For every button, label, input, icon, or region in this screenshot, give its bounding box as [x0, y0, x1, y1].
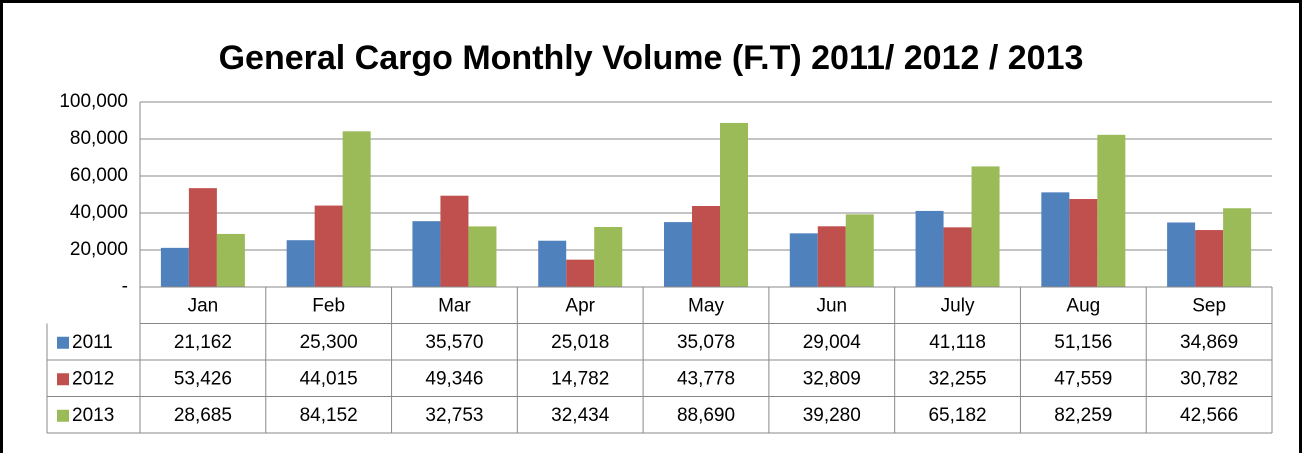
bar — [314, 205, 343, 287]
y-tick-label: 40,000 — [70, 202, 128, 223]
bar — [1195, 230, 1224, 287]
bar — [692, 206, 720, 287]
legend-label: 2013 — [72, 405, 114, 426]
table-value: 30,782 — [1180, 368, 1238, 389]
table-value: 47,559 — [1054, 368, 1112, 389]
bar — [342, 131, 371, 287]
y-tick-label: 80,000 — [70, 128, 128, 149]
table-value: 53,426 — [174, 368, 232, 389]
bar — [789, 233, 818, 287]
bar — [943, 227, 972, 287]
table-value: 35,570 — [425, 332, 483, 353]
table-value: 65,182 — [928, 405, 986, 426]
bar — [1097, 134, 1126, 287]
table-value: 44,015 — [300, 368, 358, 389]
table-value: 29,004 — [803, 332, 862, 353]
table-value: 43,778 — [677, 368, 735, 389]
table-value: 32,434 — [551, 405, 610, 426]
bar — [594, 226, 623, 287]
table-value: 25,300 — [300, 332, 358, 353]
y-tick-label: - — [122, 276, 128, 297]
table-value: 28,685 — [174, 405, 232, 426]
x-tick-label: Aug — [1066, 295, 1100, 316]
x-tick-label: Feb — [312, 295, 345, 316]
table-value: 35,078 — [677, 332, 735, 353]
bar — [1223, 208, 1252, 287]
bar — [1069, 199, 1098, 287]
table-value: 88,690 — [677, 405, 735, 426]
x-tick-label: July — [941, 295, 975, 316]
table-value: 32,255 — [928, 368, 986, 389]
table-value: 41,118 — [929, 332, 986, 353]
table-value: 32,809 — [803, 368, 861, 389]
y-tick-label: 60,000 — [70, 165, 128, 186]
table-value: 34,869 — [1180, 332, 1238, 353]
table-value: 25,018 — [551, 332, 609, 353]
legend-swatch — [57, 373, 69, 386]
bar — [286, 240, 315, 287]
bar — [160, 247, 189, 287]
bar — [915, 210, 944, 287]
bar — [538, 240, 567, 287]
bar — [971, 166, 1000, 287]
x-tick-label: May — [688, 295, 724, 316]
table-value: 51,156 — [1054, 332, 1112, 353]
legend-label: 2011 — [72, 332, 113, 353]
table-value: 39,280 — [803, 405, 861, 426]
bar — [468, 226, 497, 287]
bar — [720, 122, 748, 288]
chart-title: General Cargo Monthly Volume (F.T) 2011/… — [219, 39, 1084, 77]
bar — [1041, 192, 1070, 287]
bar — [412, 221, 441, 287]
legend-swatch — [57, 409, 69, 422]
table-value: 14,782 — [551, 368, 609, 389]
x-tick-label: Sep — [1192, 295, 1226, 316]
bar — [188, 188, 217, 287]
x-tick-label: Jun — [816, 295, 847, 316]
bar — [845, 214, 874, 287]
table-value: 84,152 — [300, 405, 358, 426]
bar — [566, 259, 595, 287]
x-tick-label: Apr — [565, 295, 595, 316]
bar — [664, 222, 692, 287]
table-value: 42,566 — [1180, 405, 1238, 426]
bar — [440, 195, 469, 287]
table-value: 21,162 — [174, 332, 232, 353]
x-tick-label: Mar — [438, 295, 471, 316]
legend-label: 2012 — [72, 368, 114, 389]
bar — [216, 233, 245, 287]
bar — [1167, 222, 1196, 287]
table-value: 82,259 — [1054, 405, 1112, 426]
bar — [817, 226, 846, 287]
y-tick-label: 20,000 — [70, 239, 128, 260]
table-value: 32,753 — [425, 405, 483, 426]
table-value: 49,346 — [425, 368, 483, 389]
legend-swatch — [57, 336, 69, 349]
y-tick-label: 100,000 — [59, 91, 128, 112]
x-tick-label: Jan — [188, 295, 219, 316]
